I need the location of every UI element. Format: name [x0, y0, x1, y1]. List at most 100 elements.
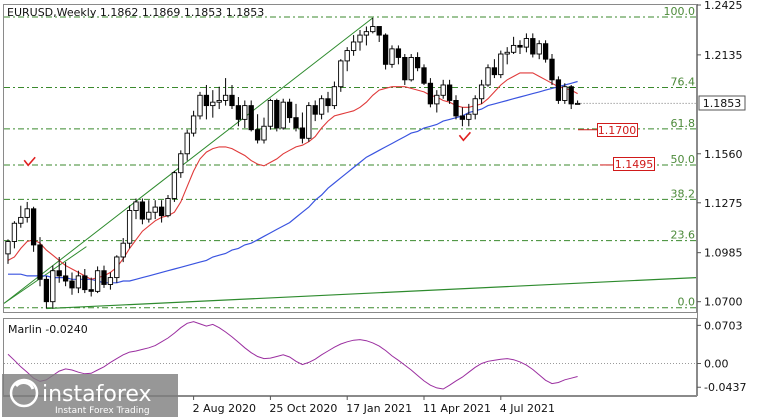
- candle: [427, 78, 434, 108]
- time-tick-label: 17 Jan 2021: [346, 402, 412, 415]
- fib-level-label: 50.0: [671, 153, 696, 166]
- candle: [530, 33, 536, 58]
- indicator-tick-label: 0.00: [704, 358, 729, 371]
- candle: [178, 150, 184, 178]
- candle: [568, 84, 574, 110]
- candle: [242, 100, 248, 128]
- candle: [350, 35, 357, 56]
- check-mark-icon: [458, 131, 472, 142]
- candle: [421, 64, 427, 85]
- candle: [82, 269, 88, 294]
- candle: [318, 95, 325, 120]
- candle: [229, 84, 235, 110]
- price-tick-label: 1.1560: [704, 148, 743, 161]
- candle: [158, 200, 165, 223]
- channel-inner-line: [3, 246, 87, 304]
- price-tick-label: 1.0985: [704, 247, 743, 260]
- candle: [210, 90, 216, 118]
- candle: [88, 277, 94, 297]
- candle: [338, 59, 344, 92]
- candle: [395, 45, 402, 65]
- candle: [382, 33, 389, 70]
- channel-lower-line: [46, 277, 697, 310]
- candle: [18, 205, 24, 228]
- candle: [299, 112, 306, 144]
- candle: [280, 98, 286, 130]
- watermark-brand: instaforex: [42, 382, 152, 407]
- time-tick-label: 25 Oct 2020: [269, 402, 337, 415]
- candle: [50, 265, 56, 309]
- candle: [56, 256, 62, 283]
- indicator-pane-frame: [3, 318, 697, 396]
- candle: [267, 98, 274, 130]
- candle: [408, 54, 414, 82]
- price-tick-label: 1.2425: [704, 0, 743, 12]
- candle: [120, 238, 126, 263]
- candle: [133, 198, 139, 220]
- candle: [203, 84, 210, 120]
- candle: [30, 206, 37, 252]
- candle: [190, 110, 197, 137]
- candle: [152, 200, 158, 220]
- price-tick-label: 1.1275: [704, 197, 743, 210]
- candle: [331, 81, 338, 110]
- candle: [139, 198, 146, 225]
- candle: [363, 26, 370, 46]
- candle: [37, 237, 43, 287]
- price-axis: 1.2425 1.2135 1.1560 1.1275 1.0985 1.0700: [697, 0, 743, 309]
- indicator-title: Marlin -0.0240: [8, 323, 88, 336]
- candle: [491, 59, 498, 79]
- candle: [293, 103, 299, 132]
- candle: [254, 114, 261, 144]
- candle: [536, 40, 542, 60]
- candle: [549, 54, 555, 85]
- fib-level-label: 61.8: [671, 117, 696, 130]
- price-tick-label: 1.0700: [704, 296, 743, 309]
- candle: [510, 36, 517, 55]
- candle: [498, 50, 504, 79]
- instaforex-logo-icon: [9, 378, 39, 408]
- watermark-tagline: Instant Forex Trading: [55, 406, 150, 416]
- candle: [370, 17, 376, 34]
- fib-level-label: 38.2: [671, 187, 696, 200]
- candle: [184, 129, 190, 161]
- annotations: [23, 131, 472, 167]
- fib-level-label: 100.0: [664, 5, 696, 18]
- candle: [325, 91, 331, 113]
- candle: [562, 83, 568, 104]
- candle: [485, 64, 491, 87]
- candle: [523, 33, 530, 53]
- candle: [286, 98, 293, 123]
- candle: [197, 91, 203, 120]
- candle: [5, 239, 11, 264]
- candle: [402, 54, 408, 85]
- candle: [11, 221, 18, 249]
- fib-level-label: 0.0: [678, 296, 696, 309]
- candle: [466, 103, 472, 127]
- candle: [62, 262, 69, 287]
- candle: [389, 45, 395, 68]
- candle: [376, 26, 382, 42]
- candle: [261, 117, 267, 144]
- time-tick-label: 2 Aug 2020: [193, 402, 256, 415]
- target-level-box-2: [613, 157, 655, 171]
- candle: [472, 95, 478, 120]
- target-level-1: 1.1700: [598, 124, 637, 137]
- candle: [248, 100, 254, 132]
- candle: [459, 107, 466, 127]
- candle: [306, 102, 312, 142]
- main-pane-frame: [3, 4, 697, 313]
- marlin-indicator: 0.0703 0.00 -0.0437: [4, 319, 746, 394]
- indicator-tick-label: 0.0703: [704, 319, 743, 332]
- last-price-tag: [698, 95, 746, 111]
- candle: [504, 47, 510, 65]
- candle: [235, 97, 242, 127]
- candle: [107, 272, 114, 290]
- candles: [5, 17, 697, 309]
- trend-lines: [3, 17, 697, 310]
- candle: [24, 201, 30, 223]
- candle: [542, 40, 549, 63]
- candle: [478, 79, 485, 104]
- target-level-2: 1.1495: [615, 158, 654, 171]
- fibonacci-levels: 100.0 76.4 61.8 50.0 38.2 23.6 0.0: [4, 5, 696, 309]
